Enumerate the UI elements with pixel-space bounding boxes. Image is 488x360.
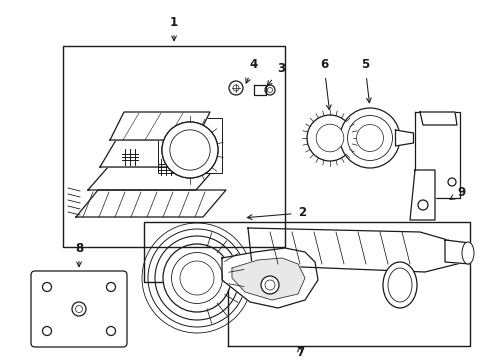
Circle shape [75,306,82,312]
Circle shape [306,115,352,161]
Polygon shape [247,228,464,272]
Text: 3: 3 [267,62,285,86]
Circle shape [264,280,274,290]
Polygon shape [88,167,216,190]
Circle shape [180,261,214,295]
Circle shape [169,130,210,170]
Polygon shape [444,240,469,264]
Text: 6: 6 [319,58,330,110]
Polygon shape [143,222,469,346]
Polygon shape [222,248,317,308]
Circle shape [162,122,218,178]
Circle shape [447,178,455,186]
Text: 2: 2 [247,207,305,220]
Circle shape [267,87,272,93]
Circle shape [356,125,383,152]
Polygon shape [395,130,413,146]
Polygon shape [419,112,456,125]
Polygon shape [253,85,265,95]
Circle shape [417,200,427,210]
Text: 7: 7 [295,346,304,360]
Polygon shape [231,258,305,300]
Ellipse shape [387,268,411,302]
Polygon shape [76,190,225,217]
Circle shape [261,276,279,294]
Circle shape [232,85,239,91]
Text: 8: 8 [75,242,83,267]
Circle shape [347,116,392,161]
Polygon shape [414,112,459,198]
Circle shape [171,252,222,303]
Circle shape [316,124,343,152]
Text: 1: 1 [170,15,178,41]
Text: 9: 9 [449,185,465,199]
Circle shape [72,302,86,316]
Polygon shape [100,140,216,167]
Circle shape [169,130,210,170]
Circle shape [42,327,51,336]
Circle shape [106,283,115,292]
Circle shape [228,81,243,95]
Circle shape [162,122,218,178]
Ellipse shape [461,242,473,264]
FancyBboxPatch shape [31,271,127,347]
Circle shape [264,85,274,95]
Circle shape [163,244,230,312]
Text: 5: 5 [360,58,370,103]
Polygon shape [409,170,434,220]
Bar [158,118,222,173]
Polygon shape [110,112,209,140]
Ellipse shape [382,262,416,308]
Circle shape [339,108,399,168]
Bar [63,46,285,247]
Circle shape [42,283,51,292]
Text: 4: 4 [245,58,258,83]
Circle shape [106,327,115,336]
